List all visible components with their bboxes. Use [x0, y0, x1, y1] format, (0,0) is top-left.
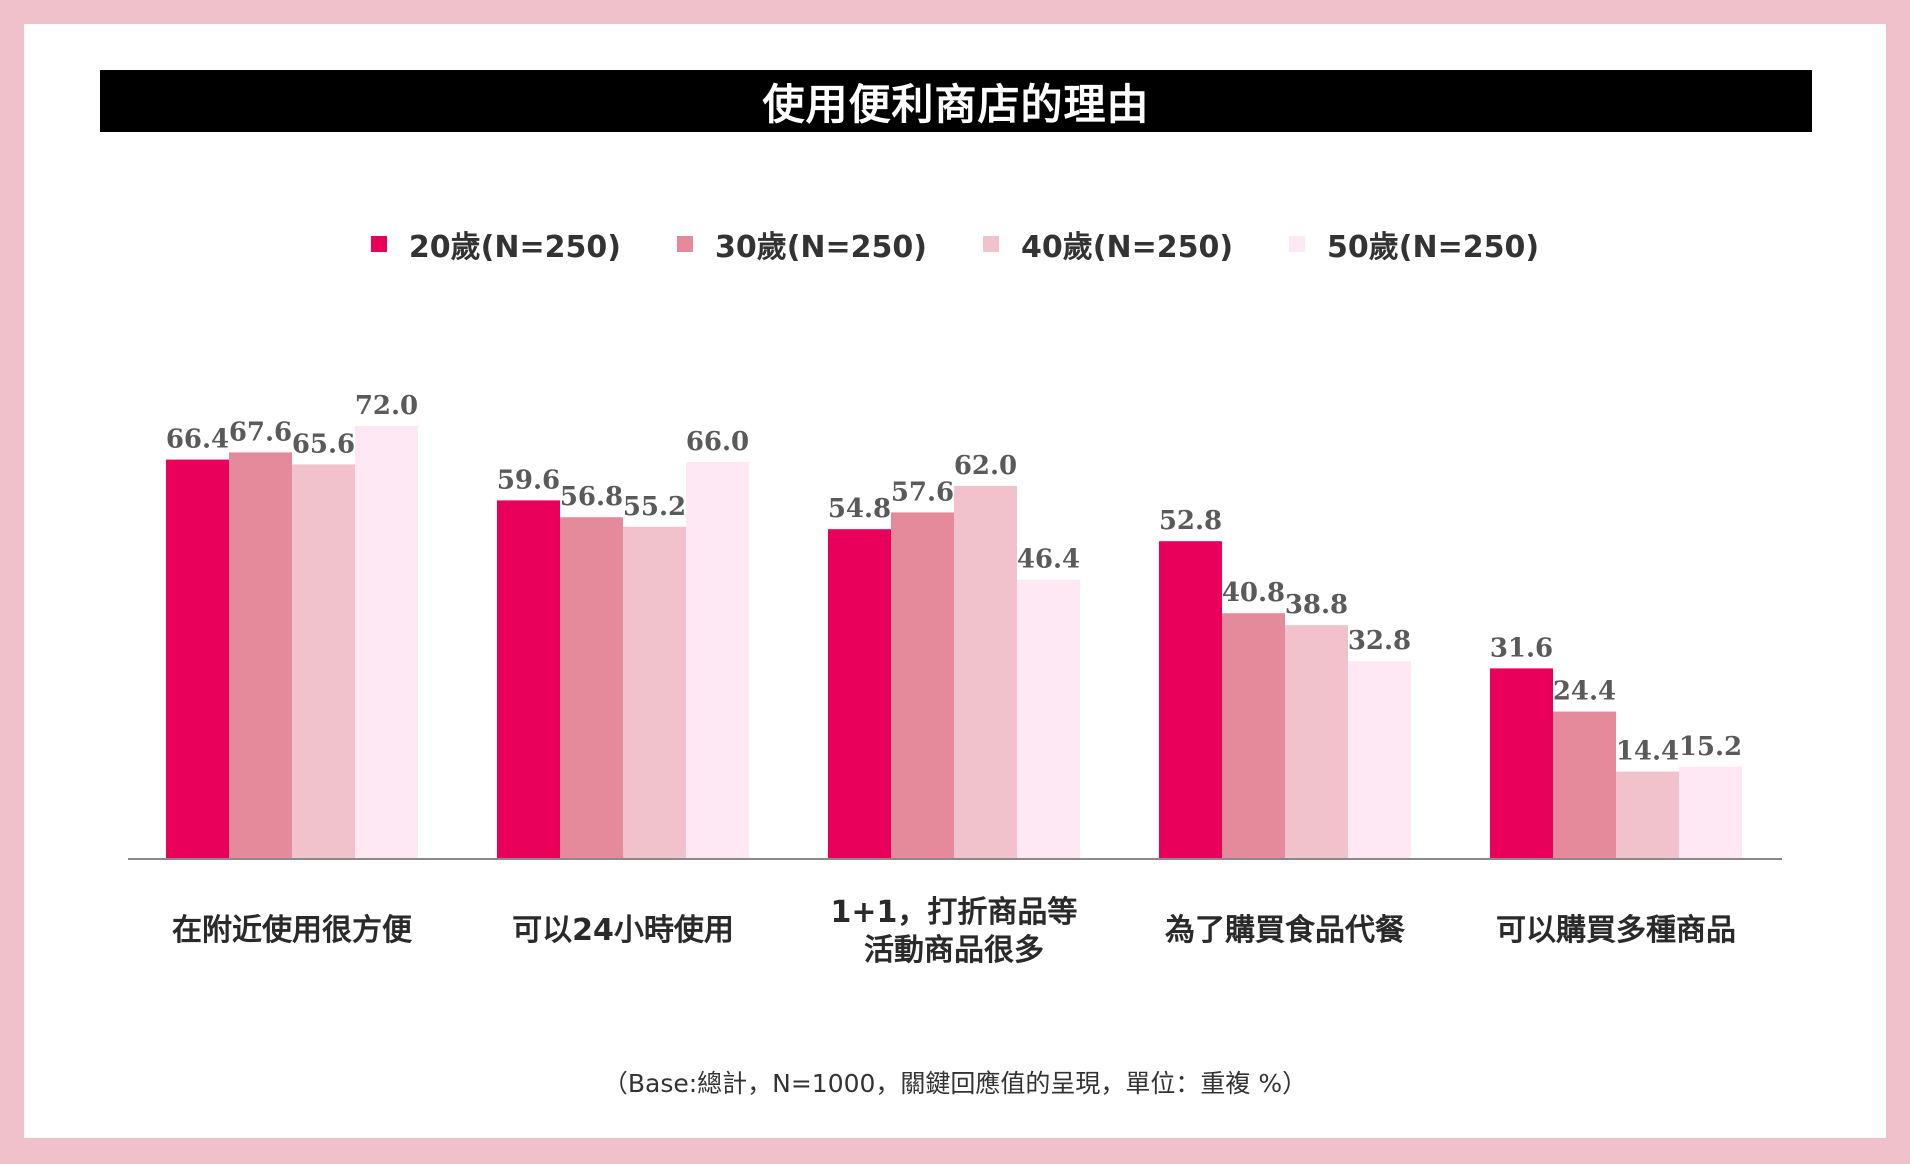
data-label-0-2: 65.6 — [292, 429, 355, 459]
bar-1-2 — [623, 526, 686, 858]
bar-chart: 66.4 67.6 65.672.0 59.656.8 55.2 66.0 54.857.6… — [128, 391, 1782, 860]
data-label-2-1: 57.6 — [891, 477, 954, 507]
bar-0-0 — [166, 459, 229, 858]
legend-swatch-1 — [676, 236, 693, 252]
data-label-1-2: 55.2 — [623, 492, 686, 522]
bar-3-1 — [1222, 613, 1285, 858]
data-label-4-2: 14.4 — [1616, 737, 1679, 767]
data-label-0-1: 67.6 — [229, 417, 292, 447]
bar-1-0 — [497, 500, 560, 858]
legend-label-2: 40歲(N=250) — [1021, 230, 1234, 265]
data-label-3-0: 52.8 — [1159, 506, 1222, 536]
chart-title: 使用便利商店的理由 — [100, 70, 1812, 132]
data-label-2-0: 54.8 — [828, 494, 891, 524]
bar-1-1 — [560, 517, 623, 858]
data-label-1-3: 66.0 — [686, 427, 749, 457]
data-label-4-1: 24.4 — [1553, 677, 1616, 707]
legend-swatch-0 — [370, 236, 387, 252]
category-label-0: 在附近使用很方便 — [172, 913, 412, 948]
data-label-2-2: 62.0 — [954, 451, 1017, 481]
legend-label-3: 50歲(N=250) — [1327, 230, 1540, 265]
bar-3-3 — [1348, 661, 1411, 858]
category-label-4: 可以購買多種商品 — [1496, 913, 1736, 948]
data-label-3-2: 38.8 — [1285, 590, 1348, 620]
data-label-1-0: 59.6 — [497, 465, 560, 495]
data-label-4-3: 15.2 — [1679, 732, 1742, 762]
bar-0-1 — [229, 452, 292, 858]
data-label-3-3: 32.8 — [1348, 626, 1411, 656]
bar-4-2 — [1616, 771, 1679, 858]
data-label-3-1: 40.8 — [1222, 578, 1285, 608]
footnote: （Base:總計，N=1000，關鍵回應值的呈現，單位：重複 %） — [602, 1069, 1308, 1098]
data-label-0-3: 72.0 — [355, 391, 418, 421]
bar-3-0 — [1159, 541, 1222, 858]
legend-item-3: 50歲(N=250) — [1289, 222, 1539, 266]
data-label-4-0: 31.6 — [1490, 633, 1553, 663]
bar-1-3 — [686, 462, 749, 858]
bar-4-0 — [1490, 668, 1553, 858]
bar-4-1 — [1553, 711, 1616, 858]
data-label-0-0: 66.4 — [166, 425, 229, 455]
category-label-3: 為了購買食品代餐 — [1165, 913, 1405, 948]
category-label-1: 可以24小時使用 — [512, 913, 734, 948]
bar-0-2 — [292, 464, 355, 858]
bar-0-3 — [355, 426, 418, 858]
legend-item-1: 30歲(N=250) — [676, 222, 927, 266]
legend-item-2: 40歲(N=250) — [983, 222, 1233, 266]
legend-label-0: 20歲(N=250) — [408, 230, 621, 265]
legend-label-1: 30歲(N=250) — [714, 230, 927, 265]
chart-panel: 使用便利商店的理由 20歲(N=250) 30歲(N=250) 40歲(N=250)… — [24, 24, 1886, 1138]
data-label-2-3: 46.4 — [1017, 545, 1080, 575]
legend-swatch-3 — [1289, 236, 1306, 252]
bar-2-2 — [954, 486, 1017, 858]
legend: 20歲(N=250) 30歲(N=250) 40歲(N=250) 50歲(N=250) — [24, 222, 1886, 266]
bar-3-2 — [1285, 625, 1348, 858]
bar-4-3 — [1679, 766, 1742, 858]
bar-2-3 — [1017, 579, 1080, 858]
bar-2-1 — [891, 512, 954, 858]
legend-swatch-2 — [983, 236, 999, 252]
category-label-2: 1+1，打折商品等 活動商品很多 — [830, 895, 1078, 968]
bar-2-0 — [828, 529, 891, 858]
data-label-1-1: 56.8 — [560, 482, 623, 512]
legend-item-0: 20歲(N=250) — [370, 222, 621, 266]
